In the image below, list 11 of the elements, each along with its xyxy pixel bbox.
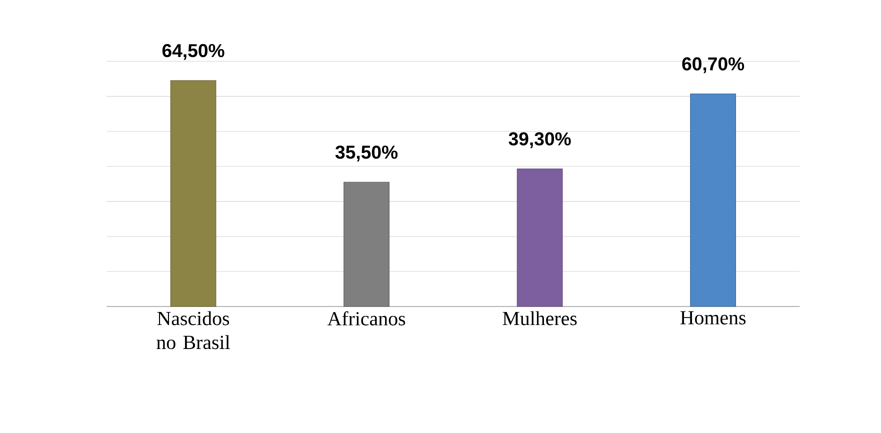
data-label: 39,30%	[508, 132, 571, 148]
x-tick-label: Nascidos no Brasil	[156, 311, 230, 350]
data-label: 64,50%	[162, 44, 224, 60]
bar	[690, 94, 736, 307]
bar	[170, 80, 216, 307]
data-label: 35,50%	[335, 146, 398, 162]
x-tick-label: Homens	[680, 311, 746, 324]
bar	[516, 168, 563, 307]
x-tick-label: Africanos	[327, 311, 406, 326]
data-label: 60,70%	[682, 57, 744, 74]
x-tick-label: Mulheres	[502, 311, 577, 326]
